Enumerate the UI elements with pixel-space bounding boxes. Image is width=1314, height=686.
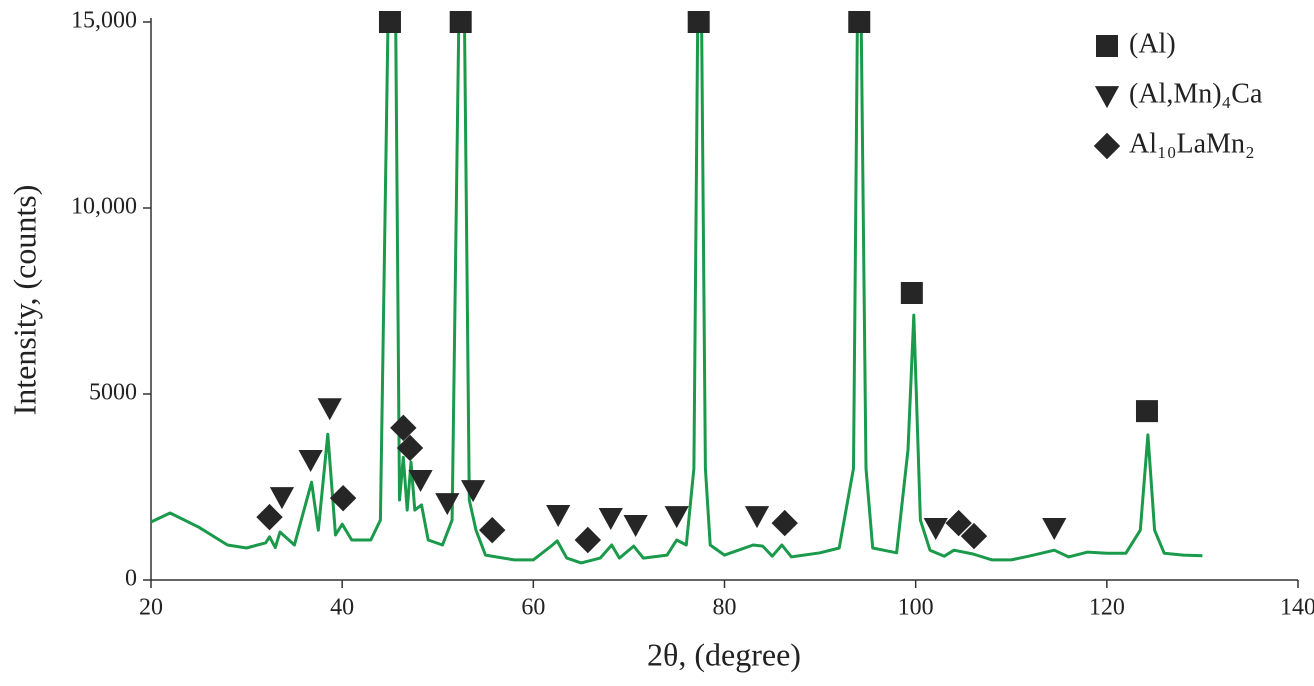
x-tick-label: 80 [713, 595, 737, 621]
peak-marker [396, 434, 424, 462]
x-tick-label: 40 [330, 595, 354, 621]
peak-marker [408, 470, 433, 493]
legend-marker [1094, 86, 1120, 109]
peak-marker [461, 480, 486, 503]
peak-marker [256, 503, 283, 531]
peak-marker [598, 507, 623, 530]
peak-marker [449, 11, 472, 33]
legend-label: (Al) [1129, 28, 1176, 59]
peak-marker [923, 518, 948, 541]
peak-marker [1042, 518, 1067, 541]
peak-marker [623, 515, 648, 538]
y-tick-label: 15,000 [71, 8, 137, 34]
y-tick-label: 0 [125, 566, 137, 592]
peak-marker [900, 282, 923, 305]
legend-label: Al₁₀LaMn₂ [1129, 128, 1255, 159]
legend: (Al) (Al,Mn)₄Ca Al₁₀LaMn₂ [1093, 28, 1263, 160]
y-axis-title: Intensity, (counts) [6, 185, 42, 416]
peak-marker [1135, 400, 1158, 423]
x-tick-label: 60 [521, 595, 545, 621]
peak-marker [479, 516, 506, 544]
peak-marker [378, 11, 401, 33]
x-tick-label: 140 [1280, 595, 1314, 621]
peak-marker [574, 526, 602, 554]
peak-marker [269, 487, 295, 510]
peak-marker [744, 506, 770, 529]
x-axis-title: 2θ, (degree) [647, 636, 801, 672]
peak-marker [298, 449, 323, 472]
spectrum-line [150, 20, 1203, 565]
y-tick-label: 10,000 [71, 194, 137, 220]
peak-marker [317, 398, 342, 421]
peak-marker [664, 506, 689, 529]
legend-marker [1096, 35, 1118, 57]
peak-marker [771, 509, 798, 537]
x-tick-label: 100 [898, 595, 934, 621]
peak-marker [848, 11, 871, 33]
legend-label: (Al,Mn)₄Ca [1129, 78, 1263, 109]
peak-marker [390, 414, 417, 442]
x-tick-label: 20 [139, 595, 163, 621]
peak-marker [687, 11, 710, 33]
peak-marker [435, 493, 460, 516]
x-tick-label: 120 [1089, 595, 1125, 621]
peak-marker [945, 509, 972, 537]
y-tick-label: 5000 [89, 380, 137, 406]
peak-marker [546, 505, 571, 527]
peak-marker [960, 522, 988, 550]
peak-marker [329, 484, 357, 512]
legend-marker [1093, 132, 1121, 160]
